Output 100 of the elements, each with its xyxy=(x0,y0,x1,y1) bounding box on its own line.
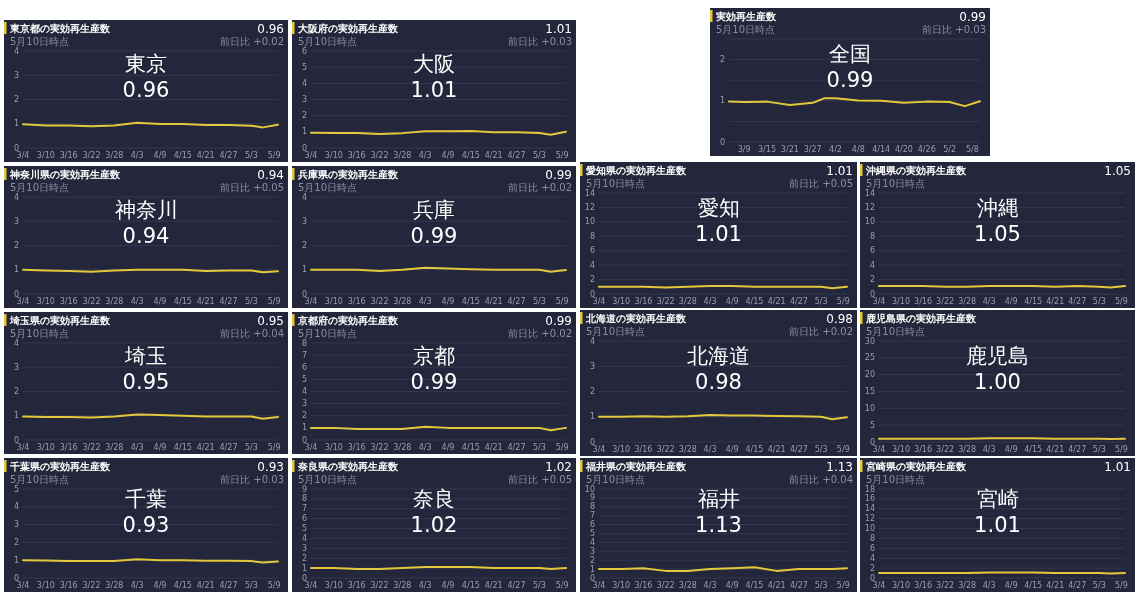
y-tick-label: 4 xyxy=(301,387,307,397)
y-tick-label: 0 xyxy=(719,137,725,147)
y-tick-label: 2 xyxy=(301,111,307,121)
x-tick-label: 4/27 xyxy=(789,445,808,454)
chart-subtitle: 5月10日時点 xyxy=(10,328,70,339)
x-tick-label: 4/20 xyxy=(894,145,913,154)
y-tick-label: 2 xyxy=(13,95,19,105)
text: 0.94 xyxy=(257,168,284,182)
x-tick-label: 3/4 xyxy=(592,445,606,454)
x-tick-label: 4/3 xyxy=(418,581,432,590)
annotation: 大阪 xyxy=(413,52,455,77)
x-tick-label: 5/9 xyxy=(267,297,281,306)
chart-subtitle: 5月10日時点 xyxy=(298,182,358,193)
x-tick-label: 5/9 xyxy=(267,581,281,590)
x-tick-label: 3/10 xyxy=(612,445,631,454)
x-tick-label: 5/3 xyxy=(814,297,828,306)
y-tick-label: 3 xyxy=(301,543,307,553)
x-tick-label: 3/22 xyxy=(936,297,955,306)
annotation: 北海道 xyxy=(687,343,750,368)
x-tick-label: 4/27 xyxy=(219,581,238,590)
x-tick-label: 4/26 xyxy=(917,145,936,154)
y-tick-label: 4 xyxy=(869,260,875,270)
x-tick-label: 4/27 xyxy=(507,297,526,306)
y-tick-label: 1 xyxy=(301,127,307,137)
chart-subtitle: 5月10日時点 xyxy=(298,36,358,47)
y-tick-label: 12 xyxy=(864,514,875,524)
y-tick-label: 12 xyxy=(864,202,875,212)
x-tick-label: 3/16 xyxy=(59,443,78,452)
text: 前日比 +0.03 xyxy=(922,24,986,35)
x-tick-label: 3/10 xyxy=(36,297,55,306)
y-tick-label: 1 xyxy=(719,96,725,106)
x-tick-label: 3/28 xyxy=(678,297,697,306)
x-tick-label: 4/27 xyxy=(1068,445,1087,454)
annotation: 0.95 xyxy=(122,370,170,395)
y-tick-label: 0 xyxy=(301,435,307,445)
x-tick-label: 3/22 xyxy=(936,445,955,454)
y-tick-label: 3 xyxy=(13,216,19,226)
annotation: 0.99 xyxy=(410,370,458,395)
y-tick-label: 6 xyxy=(869,246,875,256)
y-tick-label: 5 xyxy=(301,374,307,384)
x-tick-label: 4/9 xyxy=(441,297,455,306)
x-tick-label: 4/3 xyxy=(418,151,432,160)
x-tick-label: 4/9 xyxy=(1004,581,1018,590)
text: 前日比 +0.03 xyxy=(220,474,284,485)
x-tick-label: 5/9 xyxy=(836,445,850,454)
x-tick-label: 3/4 xyxy=(16,151,30,160)
chart-title: 奈良県の実効再生産数 xyxy=(297,461,399,472)
y-tick-label: 5 xyxy=(301,62,307,72)
annotation: 0.94 xyxy=(122,224,170,249)
x-tick-label: 3/16 xyxy=(914,581,933,590)
annotation: 埼玉 xyxy=(124,344,167,369)
x-tick-label: 3/22 xyxy=(370,443,389,452)
x-tick-label: 3/28 xyxy=(958,445,977,454)
x-tick-label: 3/10 xyxy=(36,151,55,160)
x-tick-label: 4/15 xyxy=(173,581,192,590)
text: 前日比 +0.02 xyxy=(508,182,572,193)
x-tick-label: 4/15 xyxy=(173,297,192,306)
y-tick-label: 6 xyxy=(301,514,307,524)
text: 1.02 xyxy=(545,460,572,474)
y-tick-label: 0 xyxy=(589,573,595,583)
x-tick-label: 4/21 xyxy=(484,581,503,590)
y-tick-label: 10 xyxy=(584,484,595,494)
y-tick-label: 25 xyxy=(864,353,875,363)
y-tick-label: 5 xyxy=(13,484,19,494)
y-tick-label: 2 xyxy=(13,241,19,251)
y-tick-label: 30 xyxy=(864,336,875,346)
x-tick-label: 5/3 xyxy=(244,297,258,306)
x-tick-label: 3/16 xyxy=(347,443,366,452)
x-tick-label: 3/4 xyxy=(872,297,886,306)
y-tick-label: 8 xyxy=(869,534,875,543)
text: 前日比 +0.05 xyxy=(508,474,572,485)
chart-title: 福井県の実効再生産数 xyxy=(585,461,687,472)
x-tick-label: 5/9 xyxy=(1114,445,1128,454)
text: 0.98 xyxy=(826,312,853,326)
y-tick-label: 12 xyxy=(584,202,595,212)
x-tick-label: 3/28 xyxy=(393,151,412,160)
annotation: 愛知 xyxy=(697,195,740,220)
x-tick-label: 5/3 xyxy=(814,581,828,590)
y-tick-label: 6 xyxy=(589,520,595,530)
x-tick-label: 4/3 xyxy=(130,443,144,452)
y-tick-label: 1 xyxy=(13,265,19,275)
x-tick-label: 3/16 xyxy=(634,445,653,454)
text: 0.95 xyxy=(257,314,284,328)
chart-subtitle: 5月10日時点 xyxy=(10,182,70,193)
x-tick-label: 5/9 xyxy=(1114,297,1128,306)
x-tick-label: 3/22 xyxy=(656,445,675,454)
x-tick-label: 3/22 xyxy=(936,581,955,590)
x-tick-label: 3/28 xyxy=(105,443,124,452)
x-tick-label: 3/22 xyxy=(82,297,101,306)
y-tick-label: 7 xyxy=(301,504,307,514)
x-tick-label: 3/4 xyxy=(872,445,886,454)
chart-subtitle: 5月10日時点 xyxy=(10,36,70,47)
x-tick-label: 4/3 xyxy=(982,581,996,590)
x-tick-label: 4/21 xyxy=(1046,297,1065,306)
x-tick-label: 3/28 xyxy=(958,581,977,590)
text: 前日比 +0.04 xyxy=(789,474,853,485)
annotation: 0.99 xyxy=(410,224,458,249)
y-tick-label: 4 xyxy=(869,553,875,563)
y-tick-label: 2 xyxy=(589,555,595,565)
y-tick-label: 2 xyxy=(13,537,19,547)
